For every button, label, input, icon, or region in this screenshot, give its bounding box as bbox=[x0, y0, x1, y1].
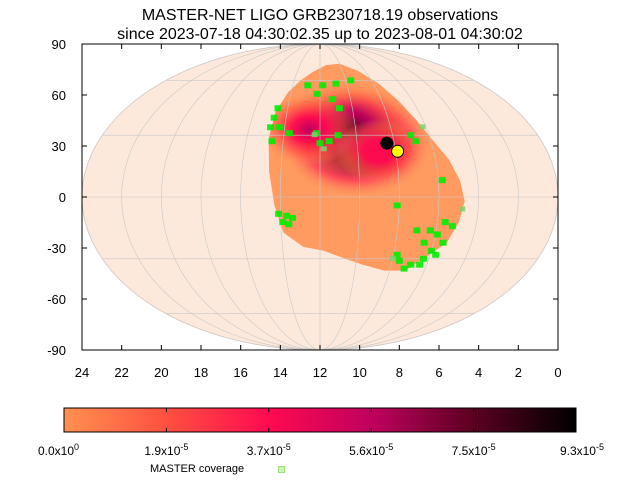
coverage-field bbox=[439, 239, 447, 246]
coverage-field bbox=[275, 124, 283, 131]
colorbar-label: 5.6x10-5 bbox=[349, 442, 393, 458]
coverage-field bbox=[316, 140, 324, 147]
coverage-field bbox=[268, 138, 276, 145]
coverage-field bbox=[459, 206, 466, 212]
coverage-field bbox=[332, 80, 340, 87]
coverage-field bbox=[389, 255, 396, 261]
coverage-field bbox=[328, 96, 336, 103]
coverage-field bbox=[432, 251, 440, 258]
coverage-field bbox=[347, 77, 355, 84]
black-marker bbox=[380, 136, 394, 150]
y-tick-label: 30 bbox=[52, 139, 66, 154]
title-line-1: MASTER-NET LIGO GRB230718.19 observation… bbox=[141, 7, 499, 24]
legend: MASTER coverage bbox=[150, 463, 285, 475]
x-tick-label: 12 bbox=[313, 365, 327, 380]
coverage-field bbox=[393, 202, 401, 209]
coverage-field bbox=[412, 138, 420, 145]
coverage-field bbox=[320, 146, 327, 152]
y-tick-label: 60 bbox=[52, 88, 66, 103]
coverage-field bbox=[433, 231, 441, 238]
x-tick-label: 10 bbox=[352, 365, 366, 380]
coverage-field bbox=[393, 251, 401, 258]
coverage-field bbox=[311, 132, 318, 138]
colorbar-label: 7.5x10-5 bbox=[452, 442, 496, 458]
y-tick-label: 90 bbox=[52, 37, 66, 52]
hotspot bbox=[268, 92, 359, 166]
coverage-fields bbox=[267, 77, 466, 272]
coverage-field bbox=[267, 124, 275, 131]
colorbar-gradient bbox=[63, 407, 577, 433]
coverage-field bbox=[400, 265, 408, 272]
coverage-field bbox=[419, 255, 427, 262]
coverage-field bbox=[420, 239, 428, 246]
x-tick-label: 16 bbox=[233, 365, 247, 380]
coverage-field bbox=[270, 114, 278, 121]
coverage-field bbox=[274, 105, 282, 112]
x-tick-label: 22 bbox=[114, 365, 128, 380]
x-tick-label: 20 bbox=[154, 365, 168, 380]
chart-title: MASTER-NET LIGO GRB230718.19 observation… bbox=[0, 6, 640, 44]
x-tick-label: 14 bbox=[273, 365, 287, 380]
coverage-field bbox=[304, 82, 312, 89]
coverage-field bbox=[325, 138, 333, 145]
hotspot bbox=[335, 118, 423, 184]
y-tick-label: -30 bbox=[47, 241, 66, 256]
x-tick-label: 8 bbox=[396, 365, 403, 380]
coverage-field bbox=[395, 257, 403, 264]
x-tick-label: 18 bbox=[194, 365, 208, 380]
y-tick-label: -90 bbox=[47, 343, 66, 358]
coverage-field bbox=[279, 219, 287, 226]
colorbar-label: 1.9x10-5 bbox=[144, 442, 188, 458]
x-tick-label: 0 bbox=[554, 365, 561, 380]
coverage-field bbox=[419, 124, 426, 130]
coverage-field bbox=[407, 261, 415, 268]
y-tick-label: -60 bbox=[47, 292, 66, 307]
coverage-field bbox=[285, 130, 293, 137]
coverage-legend-swatch bbox=[278, 466, 285, 473]
coverage-field bbox=[283, 212, 290, 219]
coverage-field bbox=[438, 177, 446, 184]
coverage-field bbox=[334, 132, 342, 139]
coverage-field bbox=[448, 223, 456, 230]
y-tick-label: 0 bbox=[59, 190, 66, 205]
coverage-field bbox=[426, 227, 434, 234]
coverage-field bbox=[427, 247, 435, 254]
coverage-field bbox=[441, 219, 449, 226]
coverage-field bbox=[275, 210, 283, 217]
coverage-field bbox=[313, 90, 321, 97]
title-line-2: since 2023-07-18 04:30:02.35 up to 2023-… bbox=[117, 26, 523, 43]
x-tick-label: 2 bbox=[515, 365, 522, 380]
x-tick-label: 6 bbox=[435, 365, 442, 380]
colorbar-label: 3.7x10-5 bbox=[247, 442, 291, 458]
colorbar-label: 9.3x10-5 bbox=[560, 442, 604, 458]
colorbar: 0.0x100 1.9x10-5 3.7x10-5 5.6x10-5 7.5x10-5 9… bbox=[38, 407, 604, 458]
coverage-field bbox=[289, 214, 296, 221]
x-tick-label: 4 bbox=[475, 365, 482, 380]
colorbar-label: 0.0x100 bbox=[38, 442, 79, 458]
coverage-field bbox=[319, 82, 327, 89]
coverage-field bbox=[285, 221, 293, 228]
coverage-field bbox=[407, 132, 415, 139]
coverage-field bbox=[413, 227, 421, 234]
markers bbox=[380, 136, 405, 158]
legend-label: MASTER coverage bbox=[150, 463, 245, 475]
yellow-marker bbox=[391, 144, 405, 158]
coverage-field bbox=[335, 105, 343, 112]
x-tick-label: 24 bbox=[75, 365, 89, 380]
coverage-field bbox=[416, 261, 424, 268]
